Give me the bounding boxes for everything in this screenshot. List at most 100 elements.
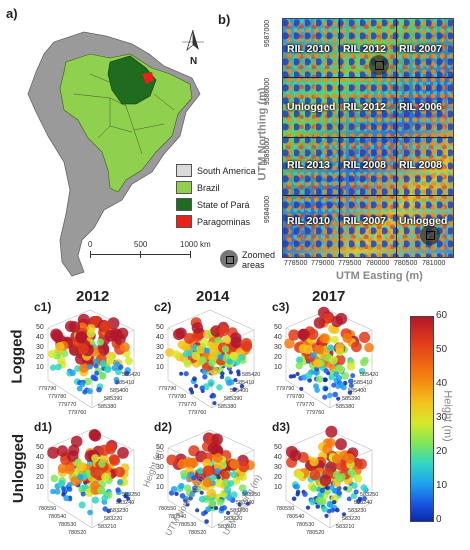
canopy-point bbox=[66, 486, 73, 492]
legend-item-para: State of Pará bbox=[176, 198, 256, 211]
z-axis-tick: 50 bbox=[274, 324, 282, 331]
canopy-point bbox=[305, 505, 311, 510]
lidar-mosaic: RIL 2010 RIL 2012 RIL 2007 Unlogged RIL … bbox=[282, 18, 454, 258]
canopy-point bbox=[341, 372, 350, 380]
canopy-point bbox=[114, 361, 121, 368]
canopy-point bbox=[212, 452, 223, 463]
canopy-point bbox=[61, 492, 66, 497]
canopy-point bbox=[88, 429, 101, 441]
canopy-point bbox=[299, 386, 304, 391]
canopy-point bbox=[179, 493, 186, 499]
panel-label: c3) bbox=[272, 300, 290, 314]
canopy-point bbox=[296, 471, 305, 480]
canopy-point bbox=[288, 329, 300, 341]
canopy-point bbox=[69, 369, 76, 376]
canopy-point bbox=[63, 495, 70, 502]
canopy-point bbox=[101, 495, 108, 502]
canopy-point bbox=[104, 366, 112, 374]
canopy-point bbox=[208, 499, 216, 508]
canopy-point bbox=[313, 358, 323, 368]
z-axis-tick: 20 bbox=[156, 474, 164, 481]
northing-axis-title: UTM Northing (m) bbox=[256, 87, 269, 181]
block-label: Unlogged bbox=[287, 101, 336, 113]
easting-tick-3d: 585390 bbox=[342, 396, 361, 402]
canopy-point bbox=[226, 494, 233, 501]
colorbar-tick: 0 bbox=[436, 514, 442, 525]
canopy-point bbox=[229, 351, 238, 361]
canopy-point bbox=[323, 386, 328, 392]
northing-tick-3d: 779790 bbox=[276, 386, 295, 392]
z-axis-tick: 30 bbox=[156, 344, 164, 351]
canopy-point bbox=[90, 480, 100, 491]
block-label: RIL 2012 bbox=[343, 101, 386, 113]
south-america-map bbox=[27, 31, 201, 277]
z-axis-tick: 10 bbox=[274, 484, 282, 491]
canopy-point bbox=[242, 489, 248, 496]
canopy-point bbox=[323, 368, 329, 374]
canopy-point bbox=[113, 376, 120, 383]
scale-tick-1000: 1000 km bbox=[180, 240, 211, 249]
canopy-point bbox=[238, 461, 250, 473]
legend-item-brazil: Brazil bbox=[176, 181, 256, 194]
canopy-point bbox=[359, 331, 371, 343]
z-axis-tick: 40 bbox=[36, 334, 44, 341]
canopy-point bbox=[177, 340, 187, 349]
scale-bar bbox=[90, 244, 202, 262]
block-label: RIL 2010 bbox=[287, 215, 330, 227]
zoomed-areas-label: Zoomed areas bbox=[242, 250, 276, 270]
canopy-3d-plot bbox=[285, 425, 373, 529]
easting-tick-3d: 583210 bbox=[218, 524, 237, 530]
canopy-point bbox=[84, 377, 92, 386]
northing-tick-3d: 780530 bbox=[296, 522, 315, 528]
canopy-point bbox=[336, 396, 341, 401]
canopy-point bbox=[174, 491, 179, 496]
canopy-point bbox=[307, 328, 319, 340]
easting-tick-3d: 583210 bbox=[336, 524, 355, 530]
canopy-point bbox=[239, 383, 245, 389]
canopy-point bbox=[115, 487, 121, 493]
easting-tick-3d: 585380 bbox=[98, 404, 117, 410]
canopy-point bbox=[171, 486, 178, 493]
block-label: RIL 2008 bbox=[343, 159, 386, 171]
canopy-point bbox=[229, 458, 240, 470]
canopy-point bbox=[284, 338, 295, 349]
canopy-point bbox=[331, 382, 337, 388]
canopy-point bbox=[337, 381, 345, 389]
easting-tick-3d: 583230 bbox=[110, 508, 129, 514]
zoom-marker bbox=[369, 55, 389, 75]
canopy-point bbox=[219, 374, 225, 380]
northing-tick-3d: 779780 bbox=[48, 394, 67, 400]
canopy-point bbox=[124, 370, 130, 376]
canopy-point bbox=[342, 333, 353, 343]
canopy-point bbox=[97, 486, 106, 495]
canopy-point bbox=[173, 328, 185, 341]
canopy-point bbox=[185, 502, 190, 507]
canopy-point bbox=[335, 475, 343, 483]
canopy-point bbox=[179, 371, 184, 376]
para-state-shape bbox=[107, 55, 157, 105]
canopy-point bbox=[221, 345, 230, 353]
row-label-unlogged: Unlogged bbox=[10, 433, 28, 504]
northing-tick-3d: 779780 bbox=[168, 394, 187, 400]
canopy-point bbox=[324, 513, 329, 518]
canopy-point bbox=[245, 501, 250, 506]
canopy-point bbox=[344, 453, 355, 464]
northing-tick-3d: 779760 bbox=[68, 410, 87, 416]
easting-tick-3d: 583230 bbox=[230, 508, 249, 514]
canopy-point bbox=[201, 369, 208, 375]
canopy-point bbox=[232, 387, 237, 392]
canopy-point bbox=[98, 460, 106, 468]
canopy-point bbox=[336, 490, 342, 496]
canopy-point bbox=[183, 333, 195, 344]
canopy-point bbox=[288, 374, 294, 379]
canopy-point bbox=[309, 498, 316, 506]
canopy-point bbox=[315, 496, 323, 504]
canopy-point bbox=[198, 477, 203, 482]
canopy-point bbox=[78, 501, 86, 509]
canopy-point bbox=[106, 356, 115, 365]
block-label: RIL 2013 bbox=[287, 159, 330, 171]
canopy-point bbox=[183, 359, 192, 368]
easting-tick-3d: 583210 bbox=[98, 524, 117, 530]
canopy-point bbox=[93, 363, 99, 369]
canopy-point bbox=[101, 472, 110, 482]
